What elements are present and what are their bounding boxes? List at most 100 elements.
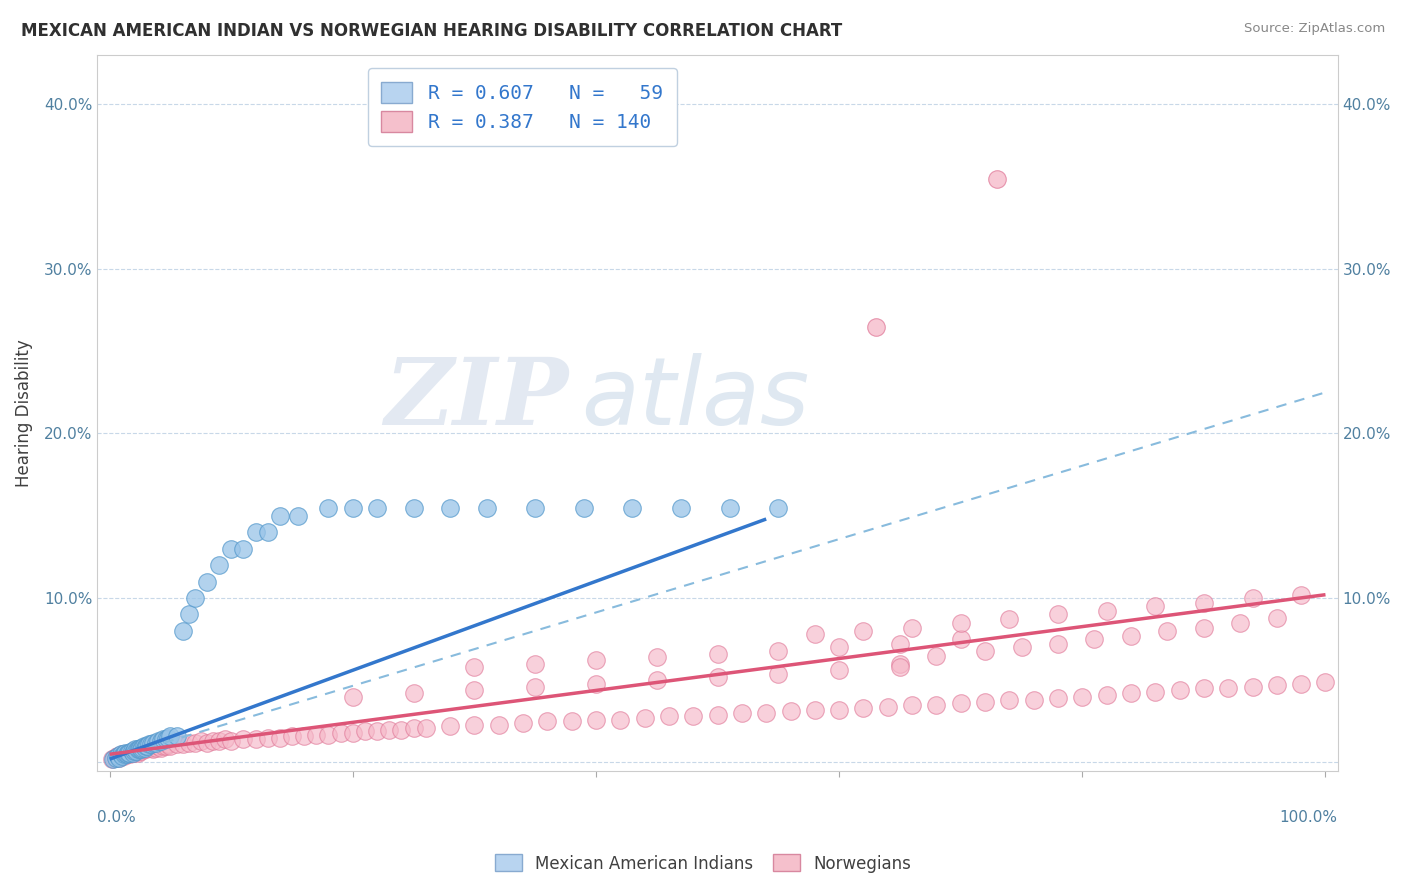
Point [585, 653, 607, 667]
Point [149, 740, 172, 755]
Point [572, 500, 595, 515]
Point [463, 683, 485, 698]
Point [145, 740, 167, 755]
Point [1083, 632, 1105, 646]
Point [128, 744, 150, 758]
Point [122, 744, 145, 758]
Point [105, 748, 128, 763]
Point [190, 734, 212, 748]
Point [561, 714, 583, 729]
Point [195, 736, 218, 750]
Point [111, 747, 134, 762]
Point [768, 643, 790, 657]
Point [633, 711, 655, 725]
Point [104, 750, 127, 764]
Point [232, 541, 254, 556]
Point [138, 738, 160, 752]
Point [219, 734, 242, 748]
Text: atlas: atlas [581, 353, 810, 444]
Point [195, 574, 218, 589]
Point [366, 500, 388, 515]
Point [114, 746, 136, 760]
Point [852, 624, 875, 638]
Point [524, 680, 547, 694]
Point [475, 500, 498, 515]
Text: ZIP: ZIP [384, 353, 569, 443]
Point [1218, 681, 1240, 696]
Point [208, 558, 231, 573]
Point [172, 624, 194, 638]
Point [1095, 604, 1118, 618]
Y-axis label: Hearing Disability: Hearing Disability [15, 339, 32, 487]
Point [125, 744, 148, 758]
Point [415, 721, 437, 735]
Point [177, 736, 200, 750]
Point [342, 690, 364, 704]
Point [402, 500, 425, 515]
Point [132, 742, 155, 756]
Point [402, 721, 425, 735]
Point [804, 627, 827, 641]
Point [148, 734, 170, 748]
Point [986, 171, 1008, 186]
Point [184, 591, 207, 605]
Point [1192, 596, 1215, 610]
Point [755, 706, 778, 720]
Point [706, 670, 728, 684]
Point [107, 748, 129, 763]
Point [949, 615, 972, 630]
Point [329, 726, 352, 740]
Point [706, 707, 728, 722]
Point [159, 729, 181, 743]
Point [112, 747, 135, 762]
Point [124, 744, 146, 758]
Point [1046, 607, 1069, 622]
Point [536, 714, 558, 729]
Point [1119, 686, 1142, 700]
Point [156, 731, 179, 745]
Point [135, 742, 157, 756]
Point [256, 525, 278, 540]
Point [828, 640, 851, 655]
Point [149, 734, 172, 748]
Point [184, 736, 207, 750]
Point [172, 738, 194, 752]
Point [101, 752, 124, 766]
Point [132, 739, 155, 753]
Point [1289, 588, 1312, 602]
Point [779, 705, 801, 719]
Point [1192, 621, 1215, 635]
Point [305, 727, 328, 741]
Point [121, 744, 143, 758]
Point [152, 732, 174, 747]
Point [201, 734, 224, 748]
Point [1265, 678, 1288, 692]
Point [1315, 674, 1337, 689]
Point [121, 746, 143, 760]
Point [1229, 615, 1251, 630]
Point [949, 632, 972, 646]
Text: 100.0%: 100.0% [1279, 810, 1337, 825]
Point [127, 746, 149, 760]
Point [131, 740, 153, 755]
Point [828, 664, 851, 678]
Text: Source: ZipAtlas.com: Source: ZipAtlas.com [1244, 22, 1385, 36]
Point [731, 706, 754, 720]
Point [463, 717, 485, 731]
Point [889, 637, 911, 651]
Point [512, 716, 534, 731]
Point [219, 541, 242, 556]
Point [136, 739, 159, 753]
Point [115, 747, 138, 762]
Point [117, 746, 139, 760]
Point [1144, 599, 1167, 614]
Point [269, 731, 291, 745]
Point [155, 732, 177, 747]
Point [669, 500, 692, 515]
Legend: R = 0.607   N =   59, R = 0.387   N = 140: R = 0.607 N = 59, R = 0.387 N = 140 [367, 69, 676, 145]
Point [974, 643, 997, 657]
Point [148, 739, 170, 753]
Point [156, 738, 179, 752]
Point [318, 500, 340, 515]
Point [1095, 688, 1118, 702]
